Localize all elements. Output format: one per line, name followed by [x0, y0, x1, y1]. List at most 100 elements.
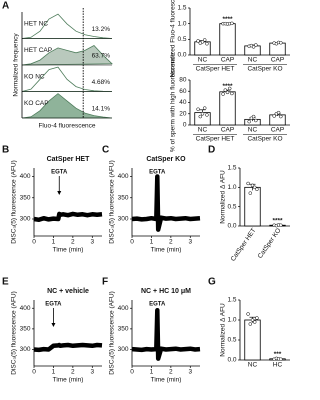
data-point — [248, 191, 253, 195]
x-tick-label: 0 — [130, 239, 134, 246]
annotation: EGTA — [149, 302, 166, 308]
arrow-head — [155, 191, 160, 195]
x-axis-label: Time (min) — [151, 377, 182, 384]
x-tick-label: CAP — [271, 127, 284, 134]
x-tick-label: 2 — [71, 369, 75, 376]
x-axis-label: Time (min) — [151, 247, 182, 254]
trace — [131, 174, 201, 232]
x-tick-label: HC — [273, 362, 283, 369]
data-point — [230, 21, 234, 26]
x-tick-label: 0 — [32, 239, 36, 246]
x-tick-label: 3 — [90, 369, 94, 376]
y-tick-label: 80 — [179, 77, 187, 84]
y-axis-label: DiSC₃(5) fluorescence (AFU) — [109, 160, 116, 244]
y-tick-label: 0.5 — [227, 203, 236, 210]
data-point — [221, 92, 225, 96]
group-label: CatSper HET — [196, 136, 235, 143]
y-tick-label: 0 — [183, 122, 187, 129]
data-point — [279, 114, 283, 119]
y-tick-label: 1.0 — [177, 20, 186, 27]
group-label: CatSper HET — [196, 66, 235, 73]
y-axis-label: DiSC₃(5) fluorescence (AFU) — [109, 291, 116, 375]
y-axis-label: Normalized Δ AFU — [220, 303, 227, 357]
y-tick-label: 1.5 — [177, 5, 186, 12]
y-tick-label: 300 — [118, 216, 129, 223]
percent-label: 13.2% — [92, 26, 111, 33]
y-tick-label: 0.5 — [227, 337, 236, 344]
x-tick-label: 3 — [188, 369, 192, 376]
data-point — [196, 39, 200, 43]
group-label: CatSper KO — [247, 136, 282, 143]
data-point — [254, 118, 258, 123]
data-point — [200, 112, 205, 116]
panel-letter: E — [2, 277, 9, 288]
y-tick-label: 400 — [118, 305, 129, 312]
histogram — [21, 13, 113, 39]
x-tick-label: 3 — [90, 239, 94, 246]
data-point — [205, 41, 209, 46]
x-tick-label: CAP — [221, 127, 234, 134]
data-point — [255, 187, 259, 192]
data-point — [279, 41, 283, 45]
row-label: KO NC — [24, 74, 45, 81]
x-tick-label: NC — [248, 127, 258, 134]
x-tick-label: 3 — [188, 239, 192, 246]
x-tick-label: 2 — [169, 369, 173, 376]
y-tick-label: 20 — [179, 110, 187, 117]
histogram — [21, 45, 113, 66]
y-axis-label: Normalized Δ AFU — [220, 170, 227, 224]
annotation: EGTA — [149, 170, 166, 176]
data-point — [246, 312, 250, 316]
panel-letter: D — [208, 145, 215, 156]
data-point — [251, 45, 256, 49]
data-point — [255, 316, 259, 320]
percent-label: 14.1% — [92, 105, 111, 112]
significance: **** — [222, 16, 233, 23]
annotation: EGTA — [45, 302, 62, 308]
data-point — [276, 110, 281, 115]
y-tick-label: 350 — [118, 194, 129, 201]
y-tick-label: 400 — [20, 305, 31, 312]
data-point — [254, 43, 258, 47]
panel-letter: A — [2, 1, 9, 12]
panel-letter: G — [208, 277, 216, 288]
data-point — [252, 320, 257, 324]
data-point — [196, 107, 200, 111]
y-tick-label: 0.5 — [177, 36, 186, 43]
panel-letter: B — [2, 145, 9, 156]
data-point — [250, 183, 255, 188]
significance: *** — [274, 351, 282, 358]
y-tick-label: 400 — [20, 173, 31, 180]
data-point — [205, 113, 209, 117]
y-tick-label: 40 — [179, 99, 187, 106]
row-label: HET NC — [24, 21, 48, 28]
trace — [131, 308, 201, 361]
x-tick-label: 0 — [130, 369, 134, 376]
y-axis-label: Normalized frequency — [13, 33, 20, 97]
panel-letter: F — [102, 277, 108, 288]
x-axis-label: Time (min) — [53, 377, 84, 384]
data-point — [223, 88, 228, 92]
panel-letter: C — [102, 145, 109, 156]
histogram — [21, 93, 113, 119]
x-tick-label: NC — [198, 127, 208, 134]
x-tick-label: 1 — [52, 369, 56, 376]
bar — [244, 186, 261, 227]
x-tick-label: CAP — [221, 57, 234, 64]
data-point — [247, 119, 251, 124]
y-tick-label: 0.0 — [227, 223, 236, 230]
arrow-head — [51, 323, 56, 327]
trace — [33, 211, 103, 223]
data-point — [279, 223, 283, 227]
x-tick-label: CatSper KO — [257, 227, 283, 260]
figure: HET NC 13.2% HET CAP 63.7% KO NC 4.68% KO CAP 1… — [2, 0, 290, 384]
percent-label: 4.68% — [92, 79, 111, 86]
bar — [219, 23, 236, 56]
data-point — [252, 185, 257, 190]
x-tick-label: CatSper HET — [230, 227, 258, 263]
data-point — [279, 357, 283, 361]
data-point — [251, 114, 256, 119]
row-label: HET CAP — [24, 47, 52, 54]
arrow-head — [57, 191, 62, 195]
bar — [269, 114, 286, 126]
